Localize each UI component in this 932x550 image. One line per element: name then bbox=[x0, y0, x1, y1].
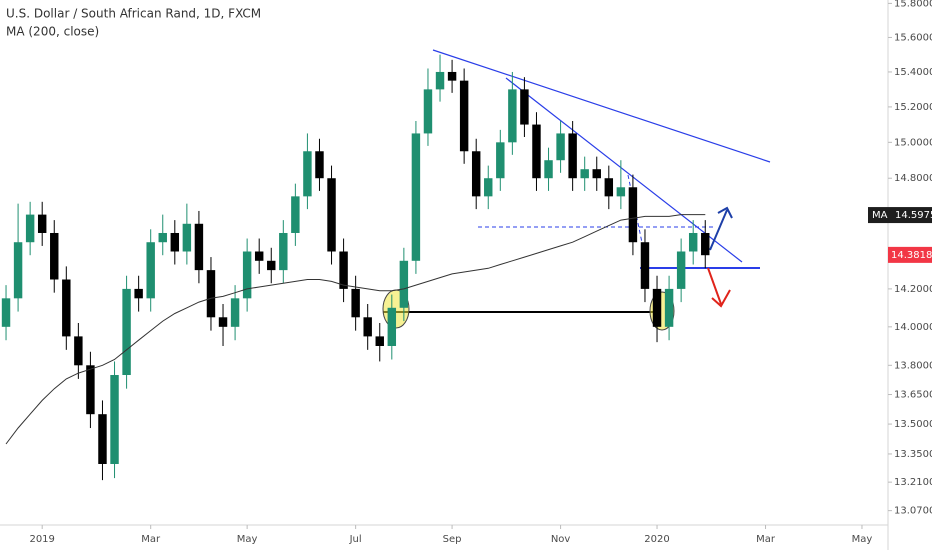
candle-body bbox=[652, 288, 662, 327]
candle-body bbox=[459, 80, 469, 152]
candle-body bbox=[520, 89, 529, 125]
down-arrow bbox=[707, 267, 731, 308]
y-tick-label: 14.2000 bbox=[894, 284, 932, 295]
y-tick-label: 14.0000 bbox=[894, 322, 932, 333]
candle-body bbox=[146, 242, 155, 299]
candle-body bbox=[664, 288, 674, 327]
y-tick-label: 13.5000 bbox=[894, 419, 932, 430]
candle-body bbox=[1, 298, 11, 327]
candle-body bbox=[568, 133, 577, 179]
y-tick-label: 13.0700 bbox=[894, 506, 932, 517]
candle-body bbox=[122, 288, 131, 376]
y-tick-label: 15.6000 bbox=[894, 32, 932, 43]
candle-body bbox=[62, 279, 71, 337]
candle-body bbox=[423, 89, 433, 134]
trend-line bbox=[432, 49, 771, 163]
y-tick-label: 13.6500 bbox=[894, 390, 932, 401]
y-tick-label: 15.2000 bbox=[894, 102, 932, 113]
up-arrow bbox=[709, 206, 733, 251]
candle-body bbox=[25, 214, 35, 243]
candle-body bbox=[387, 307, 397, 346]
candle-body bbox=[158, 232, 167, 243]
y-tick-label: 14.8000 bbox=[894, 173, 932, 184]
x-tick-label: May bbox=[852, 534, 873, 545]
candle-body bbox=[556, 133, 565, 161]
candle-body bbox=[50, 232, 59, 280]
candle-body bbox=[279, 232, 288, 271]
x-tick-label: May bbox=[237, 534, 258, 545]
candle-body bbox=[435, 71, 445, 90]
candle-body bbox=[327, 178, 336, 252]
candle-body bbox=[230, 298, 240, 327]
candle-body bbox=[170, 232, 180, 252]
candle-body bbox=[74, 336, 83, 366]
candle-body bbox=[267, 260, 276, 271]
last-price-label: 14.3818 bbox=[891, 250, 932, 261]
candle-body bbox=[339, 251, 348, 289]
trend-line bbox=[505, 77, 743, 263]
y-tick-label: 13.2100 bbox=[894, 477, 932, 488]
x-tick-label: Mar bbox=[141, 534, 161, 545]
candle-body bbox=[399, 260, 409, 308]
candle-body bbox=[701, 232, 710, 256]
y-tick-label: 13.8000 bbox=[894, 360, 932, 371]
candle-body bbox=[291, 196, 300, 233]
candle-body bbox=[496, 142, 505, 179]
y-tick-label: 15.0000 bbox=[894, 137, 932, 148]
x-tick-label: Mar bbox=[756, 534, 776, 545]
candle-body bbox=[98, 414, 107, 464]
candle-body bbox=[604, 178, 614, 197]
candle-body bbox=[110, 375, 119, 464]
candle-body bbox=[375, 336, 384, 346]
candle-body bbox=[37, 214, 47, 233]
candle-body bbox=[532, 124, 541, 179]
candle-body bbox=[508, 89, 517, 143]
indicator-label: MA (200, close) bbox=[6, 25, 99, 39]
x-tick-label: Jul bbox=[349, 534, 362, 545]
candle-body bbox=[484, 178, 493, 197]
candle-body bbox=[676, 251, 686, 289]
moving-average bbox=[5, 214, 706, 445]
candle-body bbox=[254, 251, 264, 261]
candle-body bbox=[616, 187, 626, 197]
candle-body bbox=[471, 151, 481, 197]
x-tick-label: Nov bbox=[551, 534, 571, 545]
ma-tag-name: MA bbox=[872, 210, 888, 221]
candle-body bbox=[411, 133, 421, 261]
last-price-tag bbox=[888, 246, 932, 263]
x-tick-label: 2020 bbox=[644, 534, 669, 545]
x-tick-label: Sep bbox=[443, 534, 462, 545]
x-tick-label: 2019 bbox=[29, 534, 54, 545]
candle-body bbox=[206, 270, 216, 318]
y-tick-label: 15.8000 bbox=[894, 0, 932, 9]
y-tick-label: 15.4000 bbox=[894, 67, 932, 78]
chart-title: U.S. Dollar / South African Rand, 1D, FX… bbox=[6, 7, 261, 21]
candle-body bbox=[86, 365, 95, 415]
candle-body bbox=[592, 169, 601, 179]
candle-body bbox=[303, 151, 312, 197]
y-tick-label: 13.3500 bbox=[894, 449, 932, 460]
ma-tag-bg bbox=[868, 207, 932, 224]
candle-body bbox=[134, 288, 143, 299]
candle-body bbox=[315, 151, 324, 179]
candle-body bbox=[13, 242, 23, 299]
candle-body bbox=[544, 160, 553, 179]
candle-body bbox=[363, 317, 372, 337]
candle-body bbox=[688, 232, 698, 252]
candle-body bbox=[580, 169, 589, 179]
candle-body bbox=[182, 223, 192, 252]
candle-body bbox=[218, 317, 228, 327]
candle-body bbox=[194, 223, 204, 271]
candle-body bbox=[351, 288, 360, 318]
candle-body bbox=[628, 187, 638, 243]
candle-body bbox=[447, 71, 457, 81]
candle-body bbox=[242, 251, 252, 299]
ma-tag-value: 14.5975 bbox=[895, 210, 932, 221]
candle-body bbox=[640, 242, 650, 289]
